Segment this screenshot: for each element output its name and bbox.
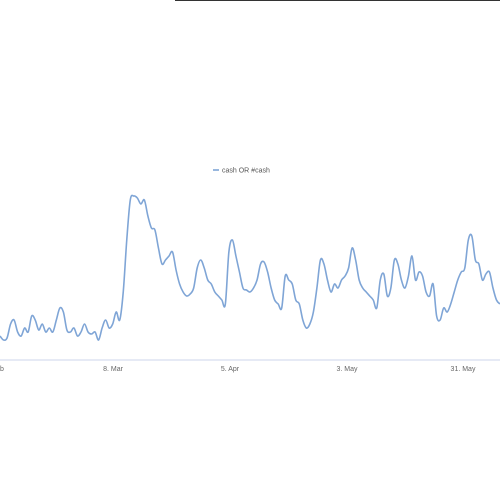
legend: cash OR #cash — [213, 168, 270, 175]
x-tick-label: b — [0, 366, 4, 373]
x-tick-label: 8. Mar — [103, 366, 124, 373]
series-line-cash[interactable] — [0, 194, 500, 342]
x-tick-label: 5. Apr — [221, 366, 240, 373]
x-axis-ticks: b 8. Mar 5. Apr 3. May 31. May — [0, 366, 476, 373]
x-tick-label: 3. May — [336, 366, 358, 373]
legend-item-label[interactable]: cash OR #cash — [222, 168, 270, 175]
series-layer — [0, 194, 500, 342]
x-tick-label: 31. May — [451, 366, 476, 373]
